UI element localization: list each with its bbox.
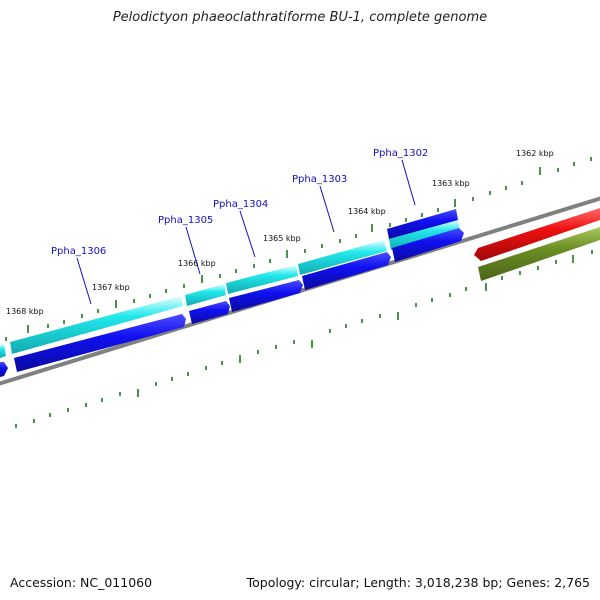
- gene-ppha-1304-cds[interactable]: [226, 265, 298, 294]
- kbp-label-1365: 1365 kbp: [263, 234, 301, 243]
- kbp-label-1363: 1363 kbp: [432, 179, 470, 188]
- rna-feature-red[interactable]: [474, 208, 600, 261]
- kbp-label-1364: 1364 kbp: [348, 207, 386, 216]
- kbp-label-1366: 1366 kbp: [178, 259, 216, 268]
- reverse-cds-2[interactable]: [189, 301, 230, 324]
- leader-ppha-1304: [239, 210, 256, 258]
- reverse-cds-track: [0, 228, 464, 377]
- gene-ppha-1303-cds[interactable]: [298, 240, 387, 275]
- gene-ppha-1302-cds-cyan[interactable]: [389, 220, 460, 250]
- rna-feature-olive[interactable]: [478, 227, 600, 281]
- reverse-cds-1[interactable]: [14, 314, 186, 372]
- reverse-cds-3[interactable]: [229, 280, 303, 312]
- gene-label-ppha-1305[interactable]: Ppha_1305: [158, 215, 213, 226]
- leader-ppha-1302: [401, 159, 416, 206]
- gene-label-ppha-1303[interactable]: Ppha_1303: [292, 174, 347, 185]
- accession-label: Accession: NC_011060: [10, 575, 153, 590]
- leader-ppha-1303: [319, 185, 335, 233]
- reverse-cds-edge[interactable]: [0, 362, 8, 377]
- leader-ppha-1305: [185, 226, 201, 275]
- kbp-labels: 1362 kbp 1363 kbp 1364 kbp 1365 kbp 1366…: [6, 149, 554, 316]
- reverse-cds-5[interactable]: [392, 228, 464, 262]
- gene-label-ppha-1306[interactable]: Ppha_1306: [51, 246, 106, 257]
- gene-label-ppha-1304[interactable]: Ppha_1304: [213, 199, 268, 210]
- gene-ppha-1302-cds-blue[interactable]: [387, 209, 458, 239]
- outer-tick-marks: [5, 157, 592, 341]
- forward-cds-track: [0, 209, 460, 358]
- kbp-label-1367: 1367 kbp: [92, 283, 130, 292]
- edge-cds-fragment[interactable]: [0, 344, 6, 358]
- inner-tick-marks: [15, 250, 593, 428]
- map-title: Pelodictyon phaeoclathratiforme BU-1, co…: [112, 10, 488, 25]
- kbp-label-1368: 1368 kbp: [6, 307, 44, 316]
- gene-ppha-1305-cds[interactable]: [185, 284, 226, 306]
- gene-ppha-1306-cds[interactable]: [10, 296, 183, 354]
- leader-ppha-1306: [76, 257, 92, 305]
- genome-summary-label: Topology: circular; Length: 3,018,238 bp…: [246, 575, 590, 590]
- reverse-cds-4[interactable]: [302, 252, 391, 290]
- gene-label-leaders: [76, 159, 416, 305]
- gene-label-ppha-1302[interactable]: Ppha_1302: [373, 148, 428, 159]
- kbp-label-1362: 1362 kbp: [516, 149, 554, 158]
- gene-labels: Ppha_1302 Ppha_1303 Ppha_1304 Ppha_1305 …: [51, 148, 428, 257]
- rna-features: [474, 208, 600, 281]
